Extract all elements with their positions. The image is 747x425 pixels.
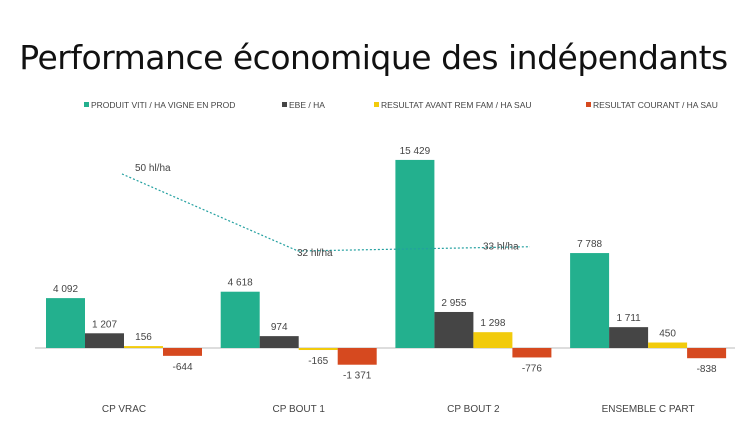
bar	[609, 327, 649, 348]
bar	[687, 348, 727, 359]
legend-swatch	[586, 102, 591, 107]
line-label: 50 hl/ha	[135, 163, 171, 174]
legend-label: EBE / HA	[289, 100, 325, 110]
data-label: 15 429	[400, 146, 431, 157]
bar	[473, 332, 513, 348]
bar	[124, 346, 163, 348]
bar	[85, 333, 124, 348]
category-label: CP VRAC	[102, 404, 146, 415]
bar	[512, 348, 552, 358]
data-label: -838	[697, 364, 717, 375]
bar	[298, 348, 338, 351]
bar	[163, 348, 202, 356]
line-series	[121, 173, 531, 252]
legend-swatch	[282, 102, 287, 107]
category-label: ENSEMBLE C PART	[602, 404, 695, 415]
data-label: -1 371	[343, 371, 372, 382]
data-label: 1 207	[92, 319, 117, 330]
data-label: 1 711	[616, 313, 641, 324]
data-label: 2 955	[441, 298, 466, 309]
legend-label: PRODUIT VITI / HA VIGNE EN PROD	[91, 100, 235, 110]
data-label: -644	[172, 362, 192, 373]
category-label: CP BOUT 2	[447, 404, 500, 415]
legend-swatch	[374, 102, 379, 107]
bar	[434, 311, 474, 348]
legend-label: RESULTAT COURANT / HA SAU	[593, 100, 718, 110]
data-label: -776	[522, 363, 542, 374]
data-label: 450	[659, 329, 676, 340]
bar	[395, 159, 435, 348]
data-label: 1 298	[480, 318, 505, 329]
category-label: CP BOUT 1	[272, 404, 325, 415]
bar	[46, 298, 85, 348]
data-label: 7 788	[577, 239, 602, 250]
chart-title: Performance économique des indépendants	[19, 38, 728, 77]
bar	[648, 342, 688, 348]
data-label: -165	[308, 356, 328, 367]
line-label: 32 hl/ha	[297, 248, 333, 259]
legend-swatch	[84, 102, 89, 107]
bar	[220, 291, 260, 348]
bar	[337, 348, 377, 365]
data-label: 156	[135, 332, 152, 343]
bar	[570, 253, 610, 348]
data-label: 4 092	[53, 284, 78, 295]
data-label: 4 618	[228, 278, 253, 289]
line-label: 33 hl/ha	[483, 242, 519, 253]
legend-label: RESULTAT AVANT REM FAM / HA SAU	[381, 100, 532, 110]
data-label: 974	[271, 322, 288, 333]
bar	[259, 336, 299, 348]
